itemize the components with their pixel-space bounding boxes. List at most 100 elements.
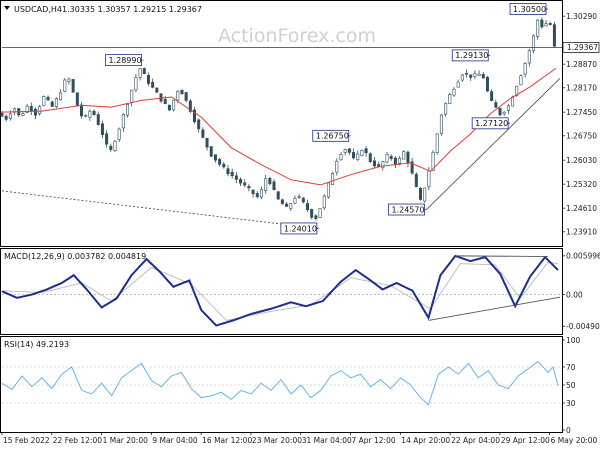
candle-body [506,105,510,111]
candle-body [293,198,297,204]
candle-body [414,173,418,188]
candle-body [306,203,310,211]
candle-body [197,119,201,130]
candle-body [301,197,305,203]
candle-body [264,178,268,191]
candle-body [29,105,33,112]
time-tick-label: 9 Mar 04:00 [152,436,198,445]
candle-body [331,172,335,185]
price-trendlines [1,78,561,229]
callout-box [509,3,547,15]
candle-body [251,189,255,195]
macd-trendline [455,255,549,257]
candle-body [142,68,146,75]
rsi-header: RSI(14) 49.2193 [4,340,69,349]
macd-tick-label: 0.005996 [566,252,600,261]
candle-body [80,104,84,117]
price-tick-label: 1.29367 [567,43,598,52]
candle-body [176,90,180,101]
candle-body [268,177,272,184]
candle-body [155,87,159,93]
candle-body [38,106,42,114]
candle-body [385,154,389,163]
price-tick-label: 1.30290 [566,12,597,21]
callout-label: 1.24570 [391,205,424,214]
candle-body [531,35,535,51]
candle-body [0,112,4,117]
candle-body [318,208,322,218]
price-tick-label: 1.24610 [566,204,597,213]
candle-body [172,99,176,111]
candle-body [389,156,393,159]
symbol-dropdown-icon[interactable] [4,6,10,10]
rsi-axis: 100 70 50 30 0 [2,336,581,435]
candle-body [151,81,155,88]
candle-body [469,74,473,78]
callout-label: 1.29130 [455,51,488,60]
macd-panel [0,248,563,335]
candle-body [272,181,276,191]
candle-body [515,85,519,96]
candle-body [548,23,552,25]
candle-body [247,186,251,189]
rsi-tick-label: 30 [566,399,576,408]
candle-body [280,199,284,205]
candle-body [243,182,247,186]
candle-body [498,107,502,116]
time-tick-label: 29 Apr 12:00 [501,436,550,445]
callout-label: 1.28990 [108,56,141,65]
candle-body [84,115,88,117]
rsi-tick-label: 100 [566,336,581,345]
callout-box [280,222,318,235]
candle-body [540,19,544,28]
time-tick-label: 23 Mar 20:00 [252,436,302,445]
candle-body [50,101,54,107]
candle-body [88,110,92,118]
candle-body [423,187,427,202]
candle-body [326,182,330,198]
price-tick-label: 1.28170 [566,84,597,93]
candle-body [205,137,209,148]
candle-body [536,19,540,37]
price-tick-label: 1.26030 [566,156,597,165]
candle-body [406,151,410,164]
candle-body [452,88,456,96]
candle-body [356,153,360,160]
callout-label: 1.26750 [316,132,349,141]
candle-body [230,171,234,177]
candle-body [213,154,217,161]
candle-body [92,110,96,116]
price-tick-label: 1.26750 [566,132,597,141]
callout-box [105,54,142,67]
candle-body [188,100,192,112]
candle-body [456,81,460,88]
callout-box [312,129,350,142]
time-axis: 15 Feb 2022 22 Feb 12:00 1 Mar 20:00 9 Mar … [1,432,598,445]
candle-body [163,99,167,105]
candle-body [335,160,339,173]
rsi-panel [0,336,563,433]
candle-body [167,104,171,111]
macd-tick-label: 0.00 [566,290,583,299]
candle-body [42,96,46,106]
candle-body [33,108,37,116]
rsi-tick-label: 50 [566,381,576,390]
price-callouts: 1.28990 1.26750 1.24010 1.24570 1.29130 1.271… [105,3,549,235]
candle-body [544,23,548,27]
candle-body [259,189,263,198]
candle-body [184,92,188,101]
candle-body [314,215,318,219]
candle-body [360,150,364,157]
price-tick-label: 1.27450 [566,108,597,117]
callout-label: 1.27120 [475,119,508,128]
candle-body [448,94,452,104]
candle-body [347,148,351,153]
candle-body [352,152,356,159]
candle-body [297,196,301,198]
callout-box [471,117,509,130]
candle-body [410,161,414,174]
candle-body [67,78,71,82]
time-tick-label: 14 Apr 20:00 [401,436,450,445]
